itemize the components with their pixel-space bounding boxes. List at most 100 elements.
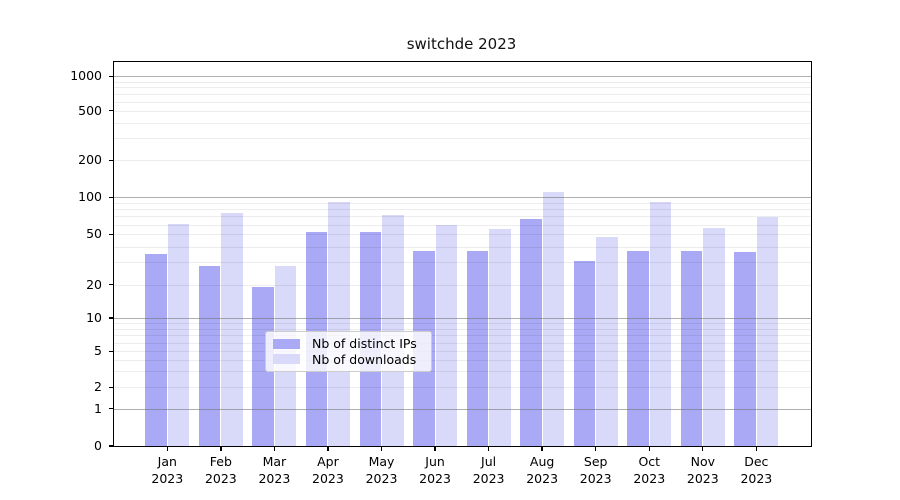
legend-label-distinct-ips: Nb of distinct IPs	[312, 336, 417, 352]
bar-downloads	[756, 217, 779, 446]
gridline-minor	[114, 202, 811, 204]
y-tick	[109, 109, 114, 112]
bar-downloads	[221, 213, 243, 446]
bar-distinct-ips	[680, 250, 703, 446]
gridline-minor	[114, 351, 811, 353]
y-tick-label: 10	[86, 310, 102, 325]
legend-row-downloads: Nb of downloads	[273, 352, 423, 368]
gridline-minor	[114, 138, 811, 140]
gridline-minor	[114, 160, 811, 162]
x-tick-label: May 2023	[365, 454, 398, 486]
bar-downloads	[167, 223, 190, 446]
gridline-minor	[114, 328, 811, 330]
y-tick-label: 200	[78, 152, 102, 168]
y-tick-label: 5	[94, 343, 102, 359]
bar-downloads	[435, 224, 458, 446]
x-tick	[220, 446, 222, 451]
bar-downloads	[703, 228, 725, 446]
y-tick	[109, 75, 114, 77]
gridline-major	[114, 318, 811, 319]
bar-distinct-ips	[145, 253, 167, 446]
bar-downloads	[596, 236, 618, 446]
bar-downloads	[382, 214, 404, 446]
x-tick	[487, 446, 490, 451]
x-tick-label: Mar 2023	[258, 454, 291, 486]
legend-swatch-downloads	[273, 354, 300, 365]
legend-label-downloads: Nb of downloads	[312, 351, 417, 367]
gridline-major	[114, 197, 811, 199]
y-tick	[109, 159, 114, 161]
gridline-minor	[114, 246, 811, 248]
bar-downloads	[328, 202, 350, 446]
y-tick	[109, 386, 114, 388]
bar-distinct-ips	[734, 252, 756, 446]
x-tick	[755, 446, 758, 451]
bar-downloads	[649, 202, 672, 446]
x-tick-label: Aug 2023	[526, 454, 559, 486]
gridline-minor	[114, 224, 811, 226]
gridline-major	[114, 76, 811, 78]
gridline-minor	[114, 209, 811, 211]
x-tick	[702, 446, 704, 451]
x-tick-label: Feb 2023	[204, 454, 237, 486]
x-tick-label: Dec 2023	[740, 454, 773, 486]
gridline-minor	[114, 360, 811, 362]
y-tick	[109, 407, 114, 410]
bar-distinct-ips	[466, 250, 489, 446]
gridline-minor	[114, 342, 811, 344]
x-tick-label: Nov 2023	[686, 454, 719, 486]
legend-row-distinct-ips: Nb of distinct IPs	[273, 336, 423, 352]
legend-swatch-distinct-ips	[273, 338, 300, 349]
x-tick-label: Apr 2023	[312, 454, 344, 486]
gridline-minor	[114, 81, 811, 83]
bar-distinct-ips	[198, 266, 221, 446]
y-tick	[109, 283, 114, 286]
x-tick-label: Oct 2023	[633, 454, 666, 486]
y-tick-label: 20	[86, 276, 102, 292]
x-tick	[166, 446, 168, 451]
gridline-minor	[114, 335, 811, 337]
x-tick	[327, 446, 329, 451]
y-tick	[109, 233, 114, 235]
y-tick-label: 1	[94, 400, 102, 416]
bar-distinct-ips	[252, 287, 274, 446]
gridline-minor	[114, 387, 811, 389]
x-tick-label: Jan 2023	[151, 454, 184, 486]
x-tick-label: Sep 2023	[579, 454, 612, 486]
y-tick	[109, 317, 114, 319]
x-tick-label: Jun 2023	[419, 454, 451, 486]
x-tick	[541, 446, 543, 451]
bar-downloads	[489, 229, 511, 446]
legend: Nb of distinct IPs Nb of downloads	[265, 331, 432, 372]
gridline-minor	[114, 284, 811, 286]
y-tick	[109, 350, 114, 352]
y-tick-label: 100	[78, 189, 102, 205]
y-tick-label: 0	[94, 438, 102, 453]
gridline-minor	[114, 122, 811, 124]
y-tick-label: 1000	[70, 68, 102, 84]
gridline-minor	[114, 216, 811, 218]
plot-area: 0 1 2 5 10 20 50 100 200 500 1000 Jan 2023 Feb 2023 M…	[70, 61, 812, 486]
gridline-minor	[114, 101, 811, 103]
bar-distinct-ips	[627, 250, 649, 446]
bar-distinct-ips	[573, 260, 596, 446]
y-tick	[109, 445, 114, 447]
chart-title: switchde 2023	[406, 35, 517, 53]
bar-distinct-ips	[520, 219, 542, 446]
bar-downloads	[542, 192, 565, 446]
x-tick	[380, 446, 383, 451]
gridline-minor	[114, 110, 811, 112]
gridline-minor	[114, 234, 811, 236]
gridline-minor	[114, 371, 811, 373]
gridline-minor	[114, 262, 811, 264]
y-tick-label: 2	[94, 379, 102, 395]
x-tick	[273, 446, 276, 451]
gridline-minor	[114, 93, 811, 95]
gridline-major	[114, 408, 811, 410]
x-tick	[595, 446, 597, 451]
gridline-minor	[114, 323, 811, 325]
x-tick	[434, 446, 436, 451]
y-tick	[109, 196, 114, 198]
x-tick	[648, 446, 650, 451]
